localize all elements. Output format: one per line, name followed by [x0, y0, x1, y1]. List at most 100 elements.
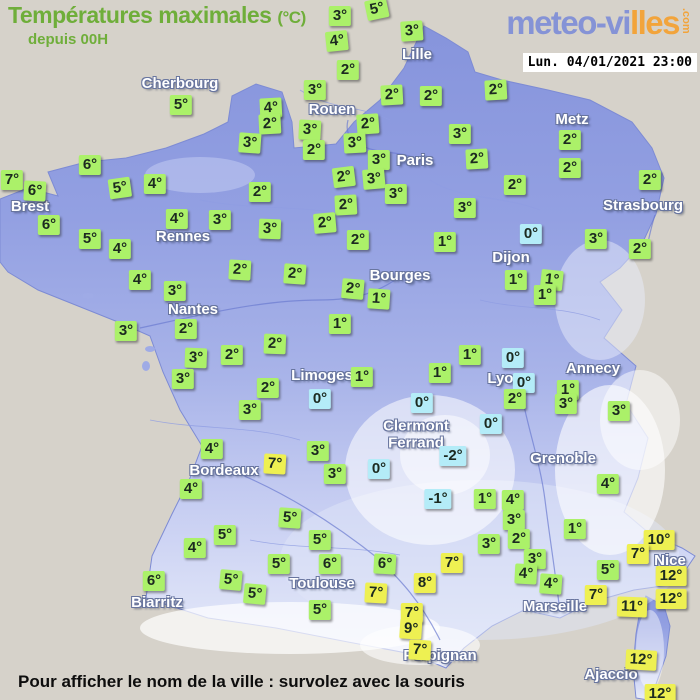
temp-label[interactable]: 5° — [308, 530, 332, 550]
temp-label[interactable]: 2° — [248, 182, 272, 202]
temp-label[interactable]: 3° — [303, 80, 327, 100]
temp-label[interactable]: 3° — [328, 6, 352, 26]
temp-label[interactable]: 0° — [479, 414, 503, 434]
temp-label[interactable]: 7° — [364, 582, 388, 604]
temp-label[interactable]: 4° — [324, 29, 350, 53]
temp-label[interactable]: 5° — [218, 569, 244, 591]
temp-label[interactable]: 2° — [558, 130, 582, 150]
temp-label[interactable]: 2° — [258, 113, 282, 135]
temp-label[interactable]: 4° — [179, 479, 203, 499]
temp-label[interactable]: 3° — [554, 394, 578, 414]
temp-label[interactable]: 1° — [367, 288, 391, 310]
temp-label[interactable]: 0° — [501, 348, 525, 368]
temp-label[interactable]: 2° — [336, 60, 360, 80]
temp-label[interactable]: 3° — [258, 218, 282, 240]
temp-label[interactable]: 3° — [607, 401, 631, 421]
temp-label[interactable]: 7° — [584, 585, 608, 605]
temp-label[interactable]: 6° — [23, 180, 47, 202]
temp-label[interactable]: 6° — [78, 155, 102, 175]
temp-label[interactable]: 12° — [655, 589, 687, 609]
temp-label[interactable]: 3° — [184, 347, 208, 369]
temp-label[interactable]: 5° — [78, 229, 102, 249]
temp-label[interactable]: 5° — [242, 583, 268, 605]
temp-label[interactable]: 6° — [37, 215, 61, 235]
temp-label[interactable]: 3° — [171, 369, 195, 389]
temp-label[interactable]: 7° — [626, 544, 650, 564]
temp-label[interactable]: 9° — [399, 618, 423, 640]
temp-label[interactable]: 2° — [346, 230, 370, 250]
temp-label[interactable]: 7° — [263, 453, 287, 475]
temp-label[interactable]: 5° — [213, 525, 237, 545]
temp-label[interactable]: 3° — [298, 119, 322, 141]
temp-label[interactable]: 2° — [174, 319, 198, 339]
temp-label[interactable]: 1° — [433, 232, 457, 252]
temp-label[interactable]: 1° — [350, 367, 374, 387]
temp-label[interactable]: 6° — [318, 554, 342, 574]
temp-label[interactable]: 3° — [400, 20, 424, 42]
temp-label[interactable]: 3° — [453, 198, 477, 218]
temp-label[interactable]: 2° — [220, 345, 244, 365]
meteo-villes-logo[interactable]: meteo-vi lles .com — [506, 4, 692, 42]
temp-label[interactable]: 2° — [334, 194, 358, 216]
temp-label[interactable]: 5° — [267, 554, 291, 574]
temp-label[interactable]: 3° — [477, 534, 501, 554]
temp-label[interactable]: 6° — [373, 553, 397, 575]
temp-label[interactable]: 3° — [114, 321, 138, 341]
temp-label[interactable]: 7° — [408, 639, 432, 661]
temp-label[interactable]: 1° — [473, 489, 497, 509]
temp-label[interactable]: 2° — [256, 378, 280, 398]
temp-label[interactable]: 2° — [228, 259, 252, 281]
temp-label[interactable]: 3° — [323, 464, 347, 484]
temp-label[interactable]: 3° — [238, 132, 262, 154]
temp-label[interactable]: 1° — [533, 285, 557, 305]
temp-label[interactable]: 1° — [563, 519, 587, 539]
temp-label[interactable]: 5° — [308, 600, 332, 620]
temp-label[interactable]: 2° — [380, 84, 404, 106]
temp-label[interactable]: 1° — [458, 345, 482, 365]
temp-label[interactable]: 2° — [628, 239, 652, 259]
temp-label[interactable]: 2° — [312, 212, 338, 234]
temp-label[interactable]: 3° — [448, 124, 472, 144]
temp-label[interactable]: 12° — [644, 684, 676, 700]
temp-label[interactable]: 2° — [465, 148, 489, 170]
temp-label[interactable]: 8° — [413, 573, 437, 593]
temp-label[interactable]: 2° — [302, 140, 326, 160]
temp-label[interactable]: 2° — [263, 333, 287, 355]
temp-label[interactable]: 0° — [367, 459, 391, 479]
temp-label[interactable]: 3° — [361, 168, 387, 190]
temp-label[interactable]: 2° — [419, 86, 443, 106]
temp-label[interactable]: 7° — [0, 170, 24, 190]
temp-label[interactable]: 2° — [558, 158, 582, 178]
temp-label[interactable]: 4° — [183, 538, 207, 558]
temp-label[interactable]: 4° — [108, 239, 132, 259]
temp-label[interactable]: 5° — [107, 176, 133, 200]
temp-label[interactable]: 3° — [384, 184, 408, 204]
temp-label[interactable]: 1° — [428, 363, 452, 383]
temp-label[interactable]: 0° — [410, 393, 434, 413]
temp-label[interactable]: 6° — [142, 571, 166, 591]
temp-label[interactable]: 10° — [643, 530, 675, 550]
temp-label[interactable]: 2° — [340, 278, 366, 300]
temp-label[interactable]: 3° — [306, 441, 330, 461]
temp-label[interactable]: 1° — [328, 314, 352, 334]
temp-label[interactable]: 2° — [484, 79, 508, 101]
temp-label[interactable]: 3° — [163, 281, 187, 301]
temp-label[interactable]: 4° — [200, 439, 224, 459]
temp-label[interactable]: -2° — [439, 446, 467, 466]
temp-label[interactable]: 11° — [616, 596, 648, 618]
temp-label[interactable]: 4° — [128, 270, 152, 290]
temp-label[interactable]: 12° — [655, 566, 687, 586]
temp-label[interactable]: 3° — [367, 150, 391, 170]
temp-label[interactable]: 2° — [283, 263, 307, 285]
temp-label[interactable]: 2° — [503, 389, 527, 409]
temp-label[interactable]: 4° — [501, 490, 525, 510]
temp-label[interactable]: 2° — [507, 529, 531, 549]
temp-label[interactable]: 4° — [143, 174, 167, 194]
temp-label[interactable]: 3° — [584, 229, 608, 249]
temp-label[interactable]: 12° — [625, 649, 657, 671]
temp-label[interactable]: 3° — [343, 132, 367, 154]
temp-label[interactable]: 4° — [596, 474, 620, 494]
temp-label[interactable]: 5° — [169, 95, 193, 115]
temp-label[interactable]: -1° — [424, 489, 452, 509]
temp-label[interactable]: 2° — [356, 113, 380, 135]
